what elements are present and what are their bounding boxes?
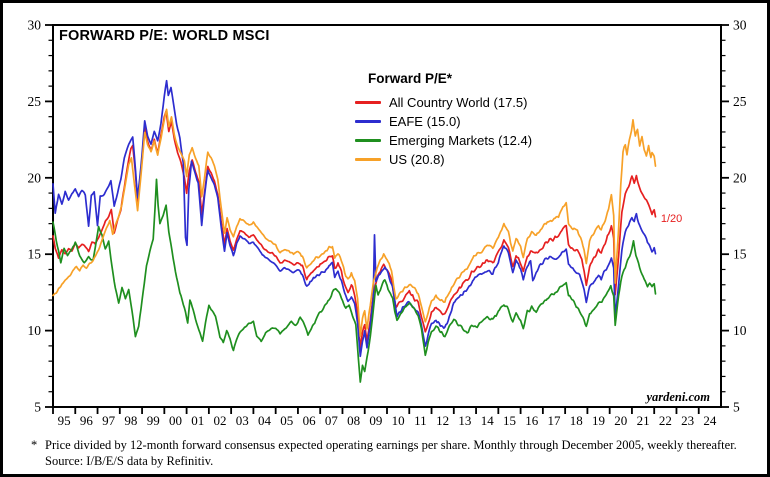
x-axis-label: 13	[458, 413, 471, 428]
y-axis-label-right: 10	[733, 323, 747, 338]
x-axis-label: 12	[436, 413, 449, 428]
x-axis-label: 99	[147, 413, 160, 428]
x-axis-label: 09	[369, 413, 382, 428]
legend-swatch-emerging-markets	[355, 139, 381, 142]
legend-entry-all-country-world: All Country World (17.5)	[355, 93, 532, 112]
y-axis-label-right: 30	[733, 18, 747, 33]
y-axis-label-left: 20	[28, 170, 42, 185]
legend-title: Forward P/E*	[368, 71, 453, 86]
y-axis-label-left: 5	[34, 400, 41, 415]
footnote-marker: *	[31, 438, 38, 452]
x-axis-label: 10	[392, 413, 405, 428]
y-axis-label-right: 20	[733, 170, 747, 185]
chart-canvas: 5 5 10 10 15 15 20 20 25 25 30 30 95 96 97 98 99 00 01 02 03…	[28, 18, 747, 429]
footnote-line1: Price divided by 12-month forward consen…	[45, 438, 737, 452]
x-axis-label: 16	[525, 413, 539, 428]
y-axis-label-right: 25	[733, 94, 747, 109]
series-line-all-country-world	[52, 110, 657, 350]
y-axis-label-right: 5	[733, 400, 740, 415]
x-axis-label: 08	[347, 413, 360, 428]
x-axis-label: 95	[58, 413, 71, 428]
x-axis-label: 96	[80, 413, 94, 428]
y-axis-label-right: 15	[733, 247, 747, 262]
legend-entries: All Country World (17.5) EAFE (15.0) Emerg…	[355, 93, 532, 169]
legend-entry-us: US (20.8)	[355, 150, 532, 169]
footnote: * Price divided by 12-month forward cons…	[31, 438, 751, 469]
legend-entry-emerging-markets: Emerging Markets (12.4)	[355, 131, 532, 150]
x-axis-label: 17	[548, 413, 562, 428]
legend-swatch-all-country-world	[355, 101, 381, 104]
y-axis-label-left: 30	[28, 18, 42, 33]
x-axis-label: 02	[214, 413, 227, 428]
latest-date-annotation: 1/20	[660, 213, 683, 226]
x-axis-label: 06	[303, 413, 317, 428]
y-axis-label-left: 25	[28, 94, 42, 109]
x-axis-label: 22	[659, 413, 672, 428]
legend-swatch-eafe	[355, 120, 381, 123]
chart-title: FORWARD P/E: WORLD MSCI	[59, 28, 270, 44]
x-axis-label: 03	[236, 413, 249, 428]
y-axis-label-left: 15	[28, 247, 42, 262]
x-axis-label: 15	[503, 413, 516, 428]
x-axis-label: 05	[280, 413, 293, 428]
legend: Forward P/E* All Country World (17.5) EAF…	[355, 71, 532, 169]
y-axis-label-left: 10	[28, 323, 42, 338]
x-axis-label: 20	[614, 413, 627, 428]
x-axis-label: 23	[681, 413, 694, 428]
x-axis-label: 14	[481, 413, 495, 428]
x-axis-label: 04	[258, 413, 272, 428]
legend-label-all-country-world: All Country World (17.5)	[389, 95, 528, 110]
x-axis-label: 21	[637, 413, 650, 428]
legend-swatch-us	[355, 158, 381, 161]
series-line-eafe	[52, 79, 657, 358]
legend-label-emerging-markets: Emerging Markets (12.4)	[389, 133, 533, 148]
x-axis-label: 11	[414, 413, 427, 428]
series-line-emerging-markets	[52, 178, 657, 383]
x-axis-label: 01	[191, 413, 204, 428]
legend-label-eafe: EAFE (15.0)	[389, 114, 461, 129]
x-axis-label: 19	[592, 413, 605, 428]
legend-entry-eafe: EAFE (15.0)	[355, 112, 532, 131]
x-axis-label: 18	[570, 413, 583, 428]
x-axis-label: 98	[124, 413, 137, 428]
x-axis-label: 07	[325, 413, 339, 428]
footnote-line2: Source: I/B/E/S data by Refinitiv.	[45, 453, 214, 468]
x-axis-label: 24	[703, 413, 717, 428]
watermark-yardeni: yardeni.com	[646, 390, 710, 404]
legend-label-us: US (20.8)	[389, 152, 445, 167]
x-axis-label: 00	[169, 413, 182, 428]
x-axis-label: 97	[102, 413, 116, 428]
series-line-us	[52, 108, 657, 338]
